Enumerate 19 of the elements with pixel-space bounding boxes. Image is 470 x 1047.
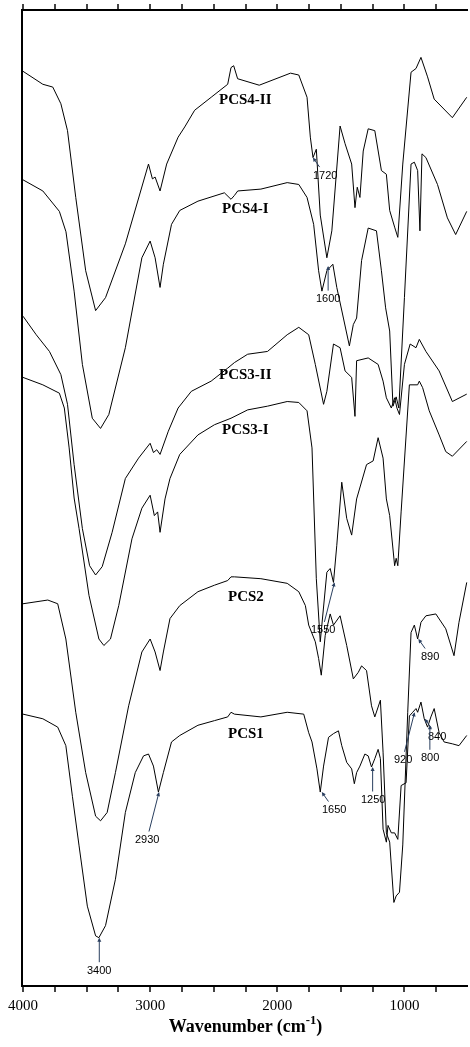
- series-label: PCS3-II: [219, 366, 272, 382]
- series-label: PCS4-I: [222, 200, 269, 216]
- x-tick-label: 1000: [389, 997, 420, 1013]
- series-label: PCS2: [228, 588, 264, 604]
- series-label: PCS1: [228, 725, 264, 741]
- x-tick-label: 3000: [135, 997, 166, 1013]
- x-tick-label: 2000: [262, 997, 293, 1013]
- annotation: 890: [421, 650, 440, 662]
- annotation: 1650: [322, 803, 347, 815]
- annotation: 1720: [313, 169, 338, 181]
- annotation: 3400: [87, 964, 112, 976]
- annotation: 800: [421, 751, 440, 763]
- x-axis-title: Wavenumber (cm$^{-1}$): [168, 1013, 323, 1037]
- series-label: PCS4-II: [219, 91, 272, 107]
- x-tick-label: 4000: [8, 997, 38, 1013]
- annotation: 1600: [316, 292, 341, 304]
- annotation: 2930: [135, 833, 160, 845]
- annotation: 1250: [361, 793, 386, 805]
- series-label: PCS3-I: [222, 421, 269, 437]
